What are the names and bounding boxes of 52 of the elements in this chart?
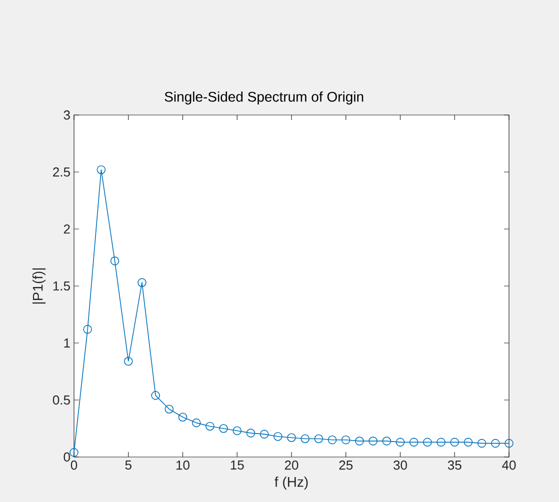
point [491, 438, 500, 448]
point [219, 424, 228, 433]
point [246, 428, 256, 438]
y-tick-label: 1 [64, 338, 70, 348]
point [138, 278, 146, 287]
x-tick-label: 20 [284, 460, 298, 470]
y-axis-title: |P1(f)| [32, 268, 46, 304]
point [232, 426, 242, 436]
x-axis-title: f (Hz) [274, 476, 308, 490]
point [328, 436, 337, 444]
point [341, 436, 350, 444]
point [274, 432, 282, 441]
point [300, 434, 310, 444]
point [124, 356, 133, 366]
x-tick-label: 5 [125, 460, 132, 470]
point [151, 391, 160, 400]
point [409, 438, 418, 447]
point [164, 404, 174, 414]
point [178, 412, 188, 422]
point [355, 436, 364, 446]
point [70, 448, 78, 457]
x-tick-label: 30 [394, 460, 407, 470]
point [206, 422, 214, 431]
point [477, 438, 486, 448]
x-tick-label: 35 [448, 460, 462, 470]
point [83, 324, 92, 334]
point [464, 438, 473, 447]
y-tick-label: 2 [64, 224, 70, 234]
x-tick-label: 10 [176, 460, 190, 470]
point [436, 438, 446, 447]
y-tick-label: 2.5 [53, 167, 70, 177]
point [423, 438, 432, 447]
x-tick-label: 25 [339, 460, 353, 470]
y-tick-label: 0.5 [52, 395, 70, 405]
point [260, 430, 269, 439]
point [382, 436, 392, 446]
y-tick-label: 3 [64, 110, 70, 120]
point [504, 438, 514, 448]
point [96, 165, 106, 174]
point [368, 436, 378, 446]
chart-title: Single-Sided Spectrum of Origin [164, 91, 364, 104]
point [287, 433, 296, 442]
point [110, 256, 120, 266]
point [450, 438, 460, 447]
y-tick-label: 1.5 [53, 281, 70, 291]
point [314, 434, 324, 444]
x-tick-label: 40 [502, 460, 516, 470]
point [192, 418, 201, 428]
point [396, 438, 405, 447]
x-tick-label: 15 [230, 460, 244, 470]
y-tick-label: 0 [64, 452, 70, 462]
x-tick-label: 0 [70, 460, 78, 470]
